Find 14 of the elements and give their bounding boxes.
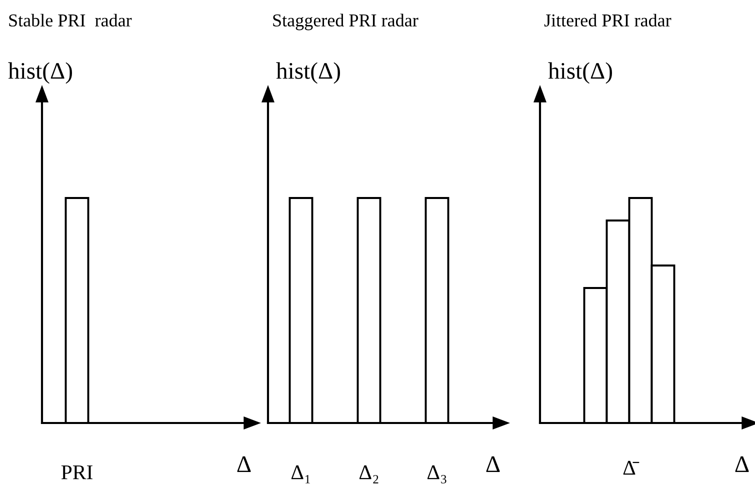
x-tick-label: Δ₁ (291, 465, 310, 484)
chart-title: Staggered PRI radar (273, 14, 418, 30)
x-axis-title: Δ (735, 456, 749, 472)
x-axis-title: Δ (486, 456, 500, 472)
text: Δ̄ (623, 460, 640, 475)
y-axis-title: hist(Δ) (8, 62, 72, 84)
y-axis-title: hist(Δ) (548, 62, 612, 84)
x-tick-label: Δ₂ (359, 465, 378, 484)
chart-title: Jittered PRI radar (544, 14, 672, 27)
x-axis-title: Δ (237, 456, 251, 472)
chart-title: Stable PRI radar (9, 14, 132, 27)
x-tick-label: PRI (61, 465, 92, 480)
x-tick-label: Δ₃ (427, 465, 446, 484)
y-axis-title: hist(Δ) (276, 62, 340, 84)
